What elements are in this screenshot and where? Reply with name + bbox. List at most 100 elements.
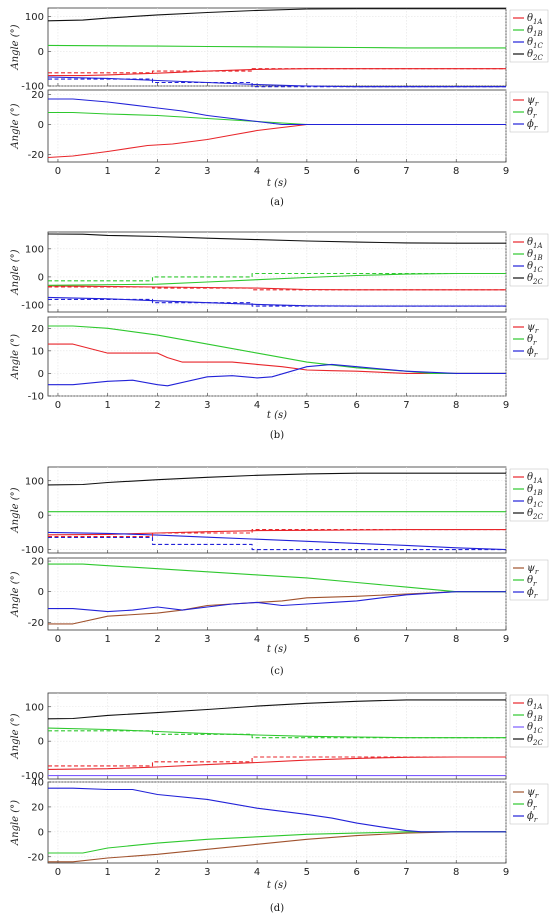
legend-box — [509, 233, 549, 287]
x-tick-label: 4 — [254, 400, 260, 411]
legend-box — [509, 694, 549, 748]
x-tick-label: 6 — [353, 166, 359, 177]
y-tick-label: 0 — [38, 511, 44, 522]
x-tick-label: 7 — [403, 867, 409, 878]
y-axis-label: Angle (°) — [10, 24, 21, 70]
legend-label: ϕr — [527, 811, 538, 824]
series-line-ϕr — [48, 787, 506, 833]
series-line-ϕr — [48, 591, 506, 613]
legend-label: ψr — [527, 322, 539, 335]
legend-label: θ1A — [527, 472, 543, 485]
x-tick-label: 8 — [453, 400, 459, 411]
x-tick-label: 2 — [154, 867, 160, 878]
series-line-θ1C-ref — [48, 536, 506, 551]
x-tick-label: 5 — [304, 634, 310, 645]
series-line-θ1B — [47, 44, 506, 49]
plot-frame — [47, 557, 507, 631]
y-tick-label: -10 — [28, 392, 44, 403]
x-tick-label: 1 — [105, 634, 111, 645]
legend-label: ϕr — [527, 346, 538, 359]
x-tick-label: 5 — [304, 166, 310, 177]
series-line-θ1A-ref — [48, 68, 506, 74]
y-axis-label: Angle (°) — [10, 571, 21, 617]
x-tick-label: 1 — [105, 166, 111, 177]
legend-label: θ1A — [527, 698, 543, 711]
x-tick-label: 4 — [254, 166, 260, 177]
legend-box — [509, 468, 549, 522]
y-tick-label: 0 — [38, 587, 44, 598]
panel-caption: (c) — [270, 666, 284, 677]
legend-label: θ2C — [527, 508, 543, 521]
series-line-θ1A-ref — [48, 529, 506, 538]
series-line-θr — [48, 563, 506, 593]
legend-box — [509, 9, 549, 63]
y-tick-label: -100 — [21, 771, 44, 782]
legend-label: θ1B — [527, 25, 543, 38]
x-tick-label: 0 — [55, 867, 61, 878]
y-tick-label: 20 — [31, 324, 44, 335]
y-tick-label: 100 — [25, 476, 44, 487]
x-tick-label: 5 — [304, 867, 310, 878]
legend-label: θ1B — [527, 249, 543, 262]
x-tick-label: 2 — [154, 400, 160, 411]
y-tick-label: 20 — [31, 90, 44, 101]
panel-caption: (d) — [270, 903, 284, 914]
series-line-θ1C-ref — [48, 78, 506, 88]
x-axis-label: t (s) — [267, 410, 287, 421]
series-line-θ2C — [47, 472, 506, 486]
legend-label: ψr — [527, 787, 539, 800]
y-axis-label: Angle (°) — [10, 249, 21, 295]
y-tick-label: 20 — [31, 802, 44, 813]
x-tick-label: 0 — [55, 634, 61, 645]
y-tick-label: 100 — [25, 244, 44, 255]
y-tick-label: 0 — [38, 47, 44, 58]
x-tick-label: 1 — [105, 400, 111, 411]
x-tick-label: 6 — [353, 634, 359, 645]
x-tick-label: 4 — [254, 867, 260, 878]
series-line-θ2C — [47, 8, 506, 22]
x-tick-label: 6 — [353, 867, 359, 878]
legend-label: ϕr — [527, 119, 538, 132]
x-tick-label: 8 — [453, 166, 459, 177]
series-line-ϕr — [48, 98, 506, 126]
y-tick-label: 0 — [38, 120, 44, 131]
legend-label: θ2C — [527, 734, 543, 747]
y-axis-label: Angle (°) — [10, 334, 21, 380]
legend-label: ϕr — [527, 587, 538, 600]
series-line-θr — [48, 325, 506, 374]
series-line-ϕr — [48, 363, 506, 387]
legend-label: θ1C — [527, 37, 543, 50]
x-tick-label: 0 — [55, 166, 61, 177]
x-tick-label: 3 — [204, 166, 210, 177]
x-axis-label: t (s) — [267, 880, 287, 891]
x-tick-label: 3 — [204, 867, 210, 878]
x-tick-label: 0 — [55, 400, 61, 411]
y-tick-label: -20 — [28, 852, 44, 863]
legend-label: ψr — [527, 563, 539, 576]
series-line-θ1B-ref — [48, 730, 506, 739]
legend-label: θ1B — [527, 484, 543, 497]
series-line-θ1A-ref — [48, 286, 506, 291]
x-tick-label: 1 — [105, 867, 111, 878]
series-line-θ1C — [47, 531, 507, 551]
x-tick-label: 3 — [204, 634, 210, 645]
series-line-ψr — [48, 831, 506, 863]
legend-label: ψr — [527, 95, 539, 108]
y-tick-label: -100 — [21, 545, 44, 556]
x-tick-label: 9 — [503, 166, 509, 177]
y-tick-label: 100 — [25, 12, 44, 23]
legend-label: θr — [527, 107, 537, 120]
y-tick-label: 100 — [25, 702, 44, 713]
y-axis-label: Angle (°) — [10, 800, 21, 846]
y-tick-label: 0 — [38, 737, 44, 748]
x-tick-label: 9 — [503, 400, 509, 411]
y-tick-label: 20 — [31, 557, 44, 568]
plot-frame — [47, 781, 507, 864]
x-axis-label: t (s) — [267, 178, 287, 189]
